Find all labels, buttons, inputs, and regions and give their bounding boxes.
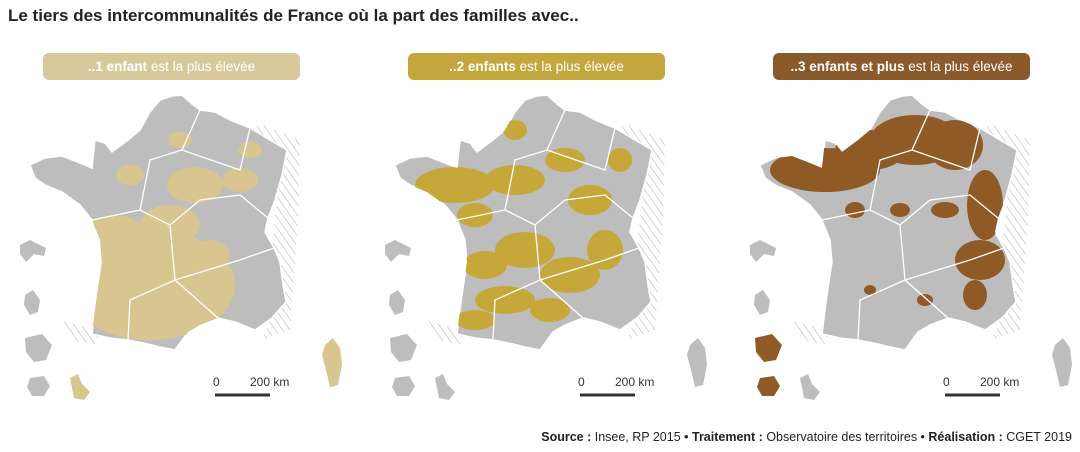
highlighted-area — [864, 285, 876, 295]
overseas-territory — [70, 374, 90, 400]
map-label: ..2 enfants est la plus élevée — [408, 53, 665, 80]
border-hatching — [790, 320, 830, 345]
highlighted-area — [80, 215, 150, 275]
overseas-territory — [27, 376, 50, 396]
highlighted-area — [927, 120, 983, 170]
highlighted-area — [545, 148, 585, 172]
overseas-territory — [757, 376, 780, 396]
map: 0 200 km — [20, 94, 342, 400]
overseas-territory — [25, 334, 52, 362]
map-label-bold: ..2 enfants — [449, 59, 516, 74]
highlighted-area — [463, 251, 507, 279]
highlighted-area — [963, 280, 987, 310]
highlighted-area — [415, 167, 495, 203]
highlighted-area — [530, 298, 570, 322]
highlighted-area — [457, 203, 493, 227]
overseas-territory — [390, 334, 417, 362]
highlighted-area — [503, 120, 527, 140]
highlighted-area — [495, 232, 555, 268]
highlighted-area — [485, 165, 545, 195]
scale-start: 0 — [578, 375, 585, 389]
overseas-territory — [24, 290, 40, 315]
overseas-territory — [750, 240, 776, 262]
highlighted-area — [967, 170, 1003, 240]
highlighted-area — [475, 286, 535, 314]
title: Le tiers des intercommunalités de France… — [8, 6, 579, 25]
highlighted-area — [222, 168, 258, 192]
corsica — [1052, 338, 1072, 387]
map: 0 200 km — [750, 94, 1072, 400]
highlighted-area — [168, 132, 192, 148]
highlighted-area — [78, 280, 102, 320]
source-line: Source : Insee, RP 2015 • Traitement : O… — [541, 430, 1072, 444]
corsica — [687, 338, 707, 387]
highlighted-area — [116, 165, 144, 185]
border-hatching — [620, 122, 665, 340]
highlighted-area — [917, 294, 933, 306]
scale-end: 200 km — [250, 375, 289, 389]
region-borders — [456, 109, 640, 341]
map-label-rest: est la plus élevée — [904, 59, 1013, 74]
overseas-territory — [755, 334, 782, 362]
scale-start: 0 — [943, 375, 950, 389]
source-key: Source : — [541, 430, 592, 444]
overseas-territory — [385, 240, 411, 262]
overseas-territory — [435, 374, 455, 400]
overseas-territory — [754, 290, 770, 315]
scale-start: 0 — [213, 375, 220, 389]
map-label: ..3 enfants et plus est la plus élevée — [773, 53, 1030, 80]
border-hatching — [60, 320, 100, 345]
source-text: CGET 2019 — [1002, 430, 1072, 444]
overseas-territory — [389, 290, 405, 315]
scale-end: 200 km — [615, 375, 654, 389]
highlighted-area — [568, 185, 612, 215]
source-key: Traitement : — [692, 430, 763, 444]
highlighted-area — [190, 240, 230, 270]
map-label-rest: est la plus élevée — [147, 59, 256, 74]
source-text: Observatoire des territoires • — [762, 430, 929, 444]
overseas-territory — [392, 376, 415, 396]
overseas-territory — [800, 374, 820, 400]
highlighted-area — [167, 167, 223, 203]
highlighted-area — [587, 230, 623, 270]
highlighted-area — [608, 148, 632, 172]
highlighted-area — [455, 310, 495, 330]
area-group — [415, 120, 632, 330]
area-group — [770, 115, 1005, 310]
map-label: ..1 enfant est la plus élevée — [43, 53, 300, 80]
border-hatching — [255, 122, 300, 340]
map-label-rest: est la plus élevée — [515, 59, 624, 74]
scale-end: 200 km — [980, 375, 1019, 389]
highlighted-area — [238, 142, 262, 158]
highlighted-area — [931, 202, 959, 218]
map: 0 200 km — [385, 94, 707, 400]
region-borders — [821, 109, 1005, 341]
highlighted-area — [845, 202, 865, 218]
region-borders — [91, 109, 275, 341]
border-hatching — [425, 320, 465, 345]
corsica — [322, 338, 342, 387]
highlighted-area — [890, 203, 910, 217]
map-label-bold: ..3 enfants et plus — [790, 59, 905, 74]
border-hatching — [985, 122, 1030, 340]
overseas-territory — [20, 240, 46, 262]
source-text: Insee, RP 2015 • — [591, 430, 692, 444]
highlighted-area — [955, 240, 1005, 280]
map-label-bold: ..1 enfant — [87, 59, 148, 74]
source-key: Réalisation : — [928, 430, 1003, 444]
